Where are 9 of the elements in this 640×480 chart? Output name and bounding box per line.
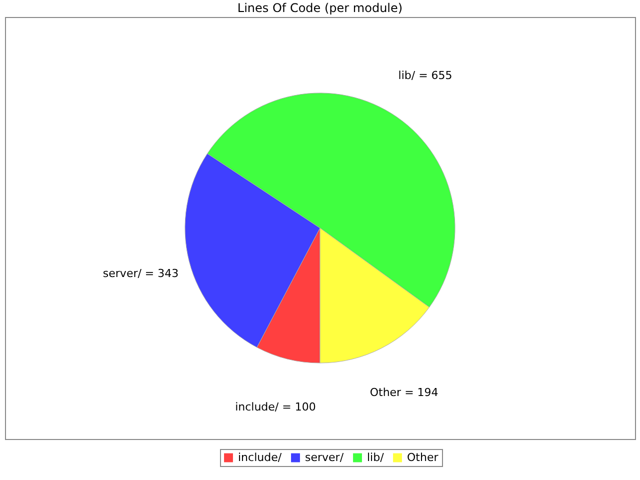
data-label: include/ = 100 <box>235 400 316 414</box>
data-label: server/ = 343 <box>102 266 179 280</box>
data-label: lib/ = 655 <box>398 68 452 82</box>
legend-label: lib/ <box>367 450 384 464</box>
legend-label: include/ <box>238 450 282 464</box>
legend-label: Other <box>407 450 439 464</box>
data-label: Other = 194 <box>370 386 438 399</box>
legend-label: server/ <box>305 450 344 464</box>
chart-title: Lines Of Code (per module) <box>237 1 403 15</box>
